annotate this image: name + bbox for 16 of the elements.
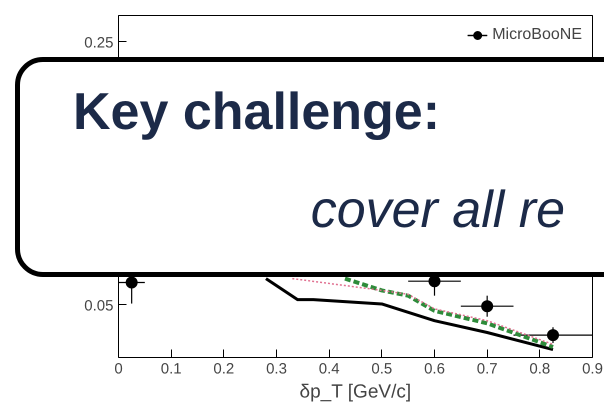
annotation: cover all re <box>310 180 565 241</box>
x-tick-label: 0.1 <box>160 360 182 378</box>
x-tick-label: 0.2 <box>213 360 234 378</box>
annotation: Key challenge: <box>73 82 440 143</box>
x-tick-label: 0.4 <box>318 360 340 378</box>
x-tick-label: 0.7 <box>476 360 498 378</box>
legend-label: MicroBooNE <box>492 26 582 44</box>
x-tick-label: 0.8 <box>529 360 550 378</box>
x-tick-label: 0.9 <box>582 360 603 378</box>
x-tick-label: 0.5 <box>371 360 392 378</box>
x-tick-label: 0.3 <box>266 360 287 378</box>
y-tick-label: 0.05 <box>84 297 114 314</box>
x-tick-label: 0 <box>114 360 123 378</box>
x-axis-title: δp_T [GeV/c] <box>300 382 412 402</box>
y-tick-label: 0.25 <box>84 34 114 52</box>
x-tick-label: 0.6 <box>424 360 445 378</box>
